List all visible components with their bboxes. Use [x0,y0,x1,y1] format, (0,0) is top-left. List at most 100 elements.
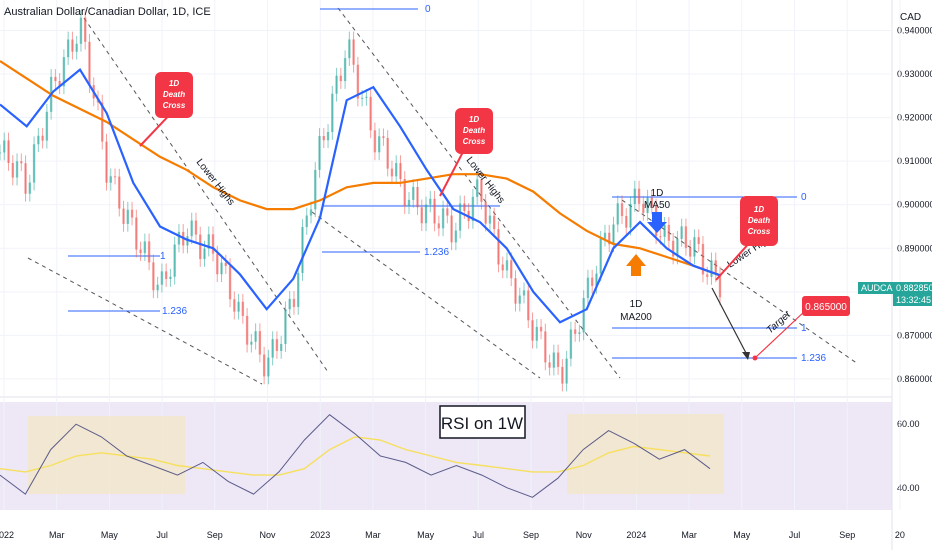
candle-body [216,253,219,275]
candle-body [126,209,130,224]
symbol-tag-text: AUDCAD [861,283,900,293]
candle-body [475,179,479,197]
time-tick-label: Mar [365,530,381,540]
candle-body [88,41,91,86]
candle-body [245,315,249,345]
candle-body [493,215,496,230]
rsi-highlight-boxes [28,414,724,494]
candle-body [105,141,108,183]
candle-body [522,290,526,296]
time-axis[interactable] [0,510,892,550]
target-line[interactable] [754,309,807,359]
candle-body [454,230,458,243]
time-tick-label: Mar [681,530,697,540]
candle-body [275,339,279,351]
down-arrow-icon [647,212,667,233]
candle-body [599,238,602,274]
candle-body [241,301,245,316]
candle-body [335,75,338,94]
candle-body [254,331,257,342]
channel-lower-line[interactable] [311,211,541,379]
price-tick-label: 0.920000 [897,113,932,123]
callout-text: Cross [463,137,486,146]
time-tick-label: 2022 [0,530,14,540]
rsi-title-frame [439,405,526,439]
candle-body [207,234,210,249]
death-cross-callout[interactable]: 1D Death Cross [439,108,493,197]
candle-body [292,298,296,307]
candle-body [480,179,483,202]
price-axis[interactable] [892,0,932,550]
candle-body [612,224,615,245]
ma50-line [0,68,721,324]
candle-body [416,186,419,208]
candle-body [373,130,377,153]
candle-body [62,57,66,87]
candle-body [527,290,530,321]
candle-body [322,136,325,141]
price-pane[interactable] [0,0,892,392]
price-tag [893,282,932,294]
price-tick-label: 0.890000 [897,243,932,253]
candle-body [633,188,636,205]
candle-body [54,76,57,82]
target-tag [802,296,850,316]
candle-body [561,366,564,384]
candle-body [284,309,287,344]
rsi-line [0,414,711,498]
candle-body [139,249,142,254]
candle-body [369,96,372,131]
candle-body [569,329,573,359]
candle-body [578,332,581,334]
candle-body [258,331,262,355]
ma50-label: 1D [651,188,664,199]
callout-text: 1D [469,115,479,124]
candle-body [688,247,692,257]
price-tick-label: 0.870000 [897,330,932,340]
candle-body [714,260,717,275]
candle-body [429,198,432,205]
candle-body [407,199,411,207]
candle-body [671,240,675,257]
price-axis-tags: CAD AUDCAD 0.882850 13:32:45 0.865000 [802,12,932,316]
price-tick-label: 0.900000 [897,200,932,210]
candle-body [539,326,543,332]
candle-body [113,176,117,178]
candle-body [37,135,40,145]
time-tick-label: Nov [259,530,276,540]
candle-body [629,204,632,228]
candle-body [484,201,487,224]
candle-body [41,135,44,141]
countdown-tag [893,294,932,306]
ma50-marker: 1D MA50 [644,188,670,233]
candle-body [309,209,313,216]
candle-body [390,168,394,177]
death-cross-callout[interactable]: 1D Death Cross [715,196,778,281]
time-tick-label: Jul [473,530,485,540]
candle-body [637,188,641,204]
candle-body [565,358,568,384]
candle-body [279,343,283,351]
candle-body [164,271,168,279]
candle-body [147,241,151,263]
candle-body [676,238,679,257]
candle-body [603,232,607,239]
candle-body [122,208,125,224]
callout-box [155,72,193,118]
candle-body [177,231,181,245]
time-tick-label: Sep [207,530,223,540]
death-cross-callout[interactable]: 1D Death Cross [139,72,193,147]
price-tick-label: 0.940000 [897,25,932,35]
candle-body [32,144,36,183]
rsi-ma-line [0,436,711,476]
candle-body [595,273,598,286]
candle-body [301,227,304,273]
projection-line[interactable] [711,287,747,354]
price-tick-labels: 0.940000 0.930000 0.920000 0.910000 0.900000… [0,25,932,493]
candle-body [71,39,74,52]
candle-body [718,274,722,298]
target-tag-text: 0.865000 [805,302,847,313]
candle-body [497,229,500,265]
candle-body [24,163,27,194]
